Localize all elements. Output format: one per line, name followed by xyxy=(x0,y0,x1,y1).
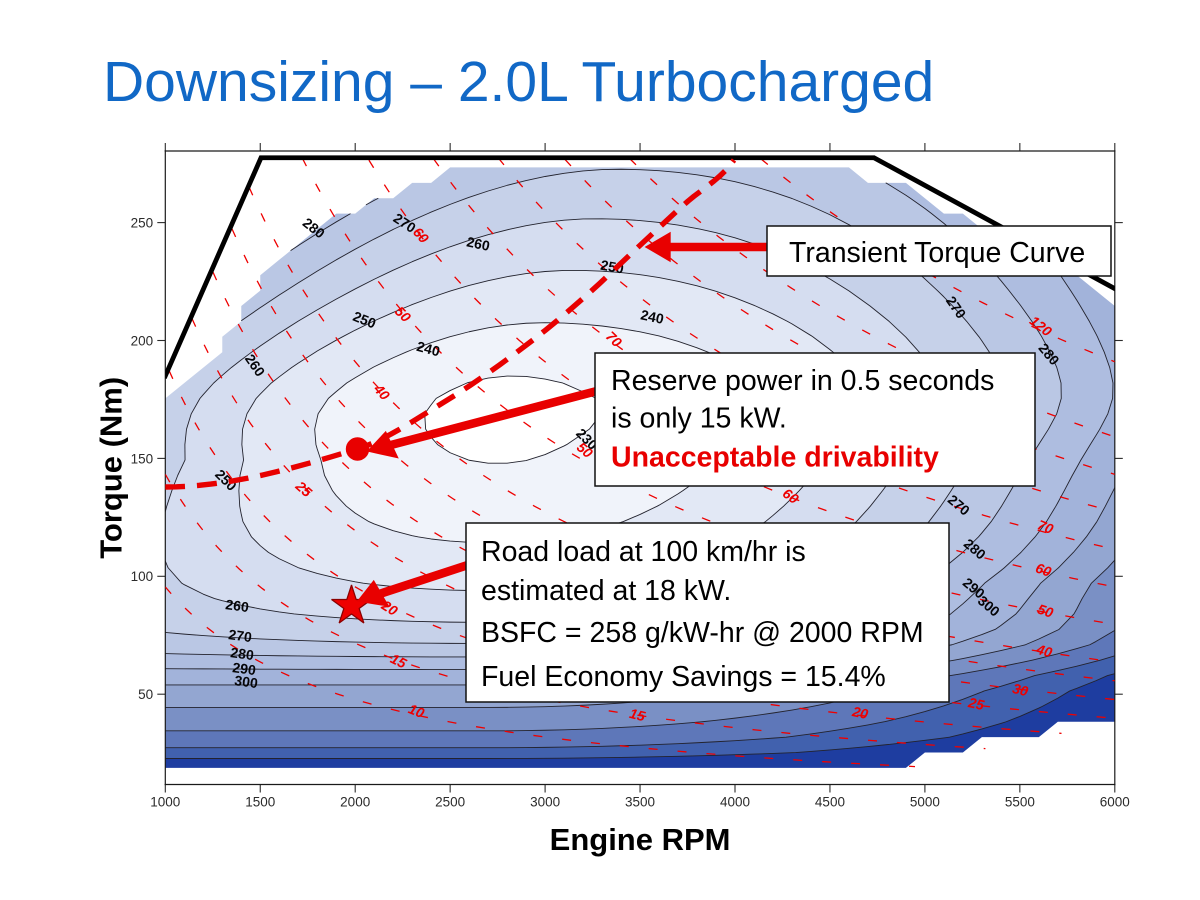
svg-text:30: 30 xyxy=(1011,680,1030,699)
svg-text:50: 50 xyxy=(1036,601,1056,621)
svg-text:250: 250 xyxy=(351,308,379,332)
svg-text:1000: 1000 xyxy=(150,794,180,809)
svg-text:Transient Torque Curve: Transient Torque Curve xyxy=(789,237,1085,269)
svg-text:240: 240 xyxy=(415,338,442,360)
svg-text:Downsizing – 2.0L Turbocharged: Downsizing – 2.0L Turbocharged xyxy=(103,50,934,114)
svg-text:300: 300 xyxy=(234,672,260,691)
svg-text:2000: 2000 xyxy=(340,794,370,809)
svg-text:2500: 2500 xyxy=(435,794,465,809)
svg-text:290: 290 xyxy=(232,659,258,678)
svg-text:Reserve power in 0.5 seconds: Reserve power in 0.5 seconds xyxy=(611,365,994,397)
svg-text:100: 100 xyxy=(131,569,154,584)
svg-text:260: 260 xyxy=(225,596,251,615)
svg-text:6000: 6000 xyxy=(1100,794,1130,809)
svg-text:5500: 5500 xyxy=(1005,794,1035,809)
svg-text:15: 15 xyxy=(388,650,409,671)
svg-text:40: 40 xyxy=(1034,641,1055,661)
svg-text:25: 25 xyxy=(966,694,986,713)
svg-text:1500: 1500 xyxy=(245,794,275,809)
svg-text:150: 150 xyxy=(131,451,154,466)
svg-text:4000: 4000 xyxy=(720,794,750,809)
svg-text:250: 250 xyxy=(131,215,154,230)
svg-text:50: 50 xyxy=(138,687,153,702)
svg-text:4500: 4500 xyxy=(815,794,845,809)
svg-text:70: 70 xyxy=(1035,516,1056,537)
svg-text:280: 280 xyxy=(230,644,256,663)
svg-text:270: 270 xyxy=(228,626,254,645)
svg-text:BSFC = 258 g/kW-hr @ 2000 RPM: BSFC = 258 g/kW-hr @ 2000 RPM xyxy=(481,617,924,649)
svg-text:200: 200 xyxy=(131,333,154,348)
svg-text:260: 260 xyxy=(465,233,491,254)
svg-text:10: 10 xyxy=(406,700,427,721)
svg-text:Engine RPM: Engine RPM xyxy=(550,822,731,857)
svg-text:Road load at 100 km/hr is: Road load at 100 km/hr is xyxy=(481,536,806,568)
svg-text:240: 240 xyxy=(639,306,665,327)
svg-text:Unacceptable drivability: Unacceptable drivability xyxy=(611,442,939,474)
svg-text:Fuel Economy Savings = 15.4%: Fuel Economy Savings = 15.4% xyxy=(481,661,886,693)
svg-text:60: 60 xyxy=(1033,560,1053,580)
svg-text:3500: 3500 xyxy=(625,794,655,809)
svg-text:Torque (Nm): Torque (Nm) xyxy=(93,377,128,559)
svg-text:5000: 5000 xyxy=(910,794,940,809)
svg-text:15: 15 xyxy=(628,705,647,724)
svg-text:is only 15 kW.: is only 15 kW. xyxy=(611,402,787,434)
svg-text:3000: 3000 xyxy=(530,794,560,809)
svg-text:20: 20 xyxy=(850,703,870,722)
svg-text:estimated at 18 kW.: estimated at 18 kW. xyxy=(481,575,731,607)
